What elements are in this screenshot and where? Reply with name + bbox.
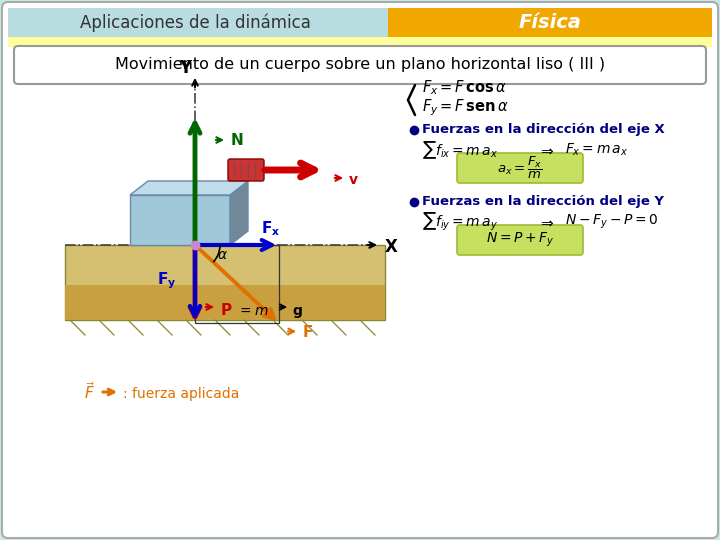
Text: $\mathbf{F_x}$: $\mathbf{F_x}$ [261, 219, 280, 238]
Polygon shape [130, 181, 248, 195]
Text: X: X [385, 238, 398, 256]
FancyBboxPatch shape [228, 159, 264, 181]
Text: : fuerza aplicada: : fuerza aplicada [123, 387, 239, 401]
Text: $= m\,$: $= m\,$ [237, 304, 269, 318]
Text: Fuerzas en la dirección del eje Y: Fuerzas en la dirección del eje Y [422, 195, 664, 208]
FancyBboxPatch shape [8, 8, 712, 37]
Text: Movimiento de un cuerpo sobre un plano horizontal liso ( III ): Movimiento de un cuerpo sobre un plano h… [115, 57, 605, 72]
Text: $\mathbf{F_y}$: $\mathbf{F_y}$ [157, 271, 176, 291]
Text: $\mathbf{F}$: $\mathbf{F}$ [302, 325, 313, 340]
FancyBboxPatch shape [65, 285, 385, 320]
Text: Fuerzas en la dirección del eje X: Fuerzas en la dirección del eje X [422, 124, 665, 137]
Text: $\vec{F}$: $\vec{F}$ [84, 382, 95, 402]
FancyBboxPatch shape [457, 153, 583, 183]
Text: $N = P + F_y$: $N = P + F_y$ [486, 231, 554, 249]
Text: $F_y = F\,\mathbf{sen}\,\alpha$: $F_y = F\,\mathbf{sen}\,\alpha$ [422, 98, 508, 118]
Text: $F_x = F\,\mathbf{cos}\,\alpha$: $F_x = F\,\mathbf{cos}\,\alpha$ [422, 79, 507, 97]
FancyBboxPatch shape [388, 8, 712, 37]
Text: Aplicaciones de la dinámica: Aplicaciones de la dinámica [80, 14, 310, 32]
Text: $\alpha$: $\alpha$ [217, 248, 228, 262]
Text: Física: Física [518, 14, 582, 32]
Text: $a_x = \dfrac{F_x}{m}$: $a_x = \dfrac{F_x}{m}$ [497, 155, 543, 181]
Text: $\Rightarrow$: $\Rightarrow$ [538, 214, 555, 230]
Text: $N - F_y - P = 0$: $N - F_y - P = 0$ [565, 213, 659, 231]
FancyBboxPatch shape [8, 37, 712, 47]
Text: $\mathbf{v}$: $\mathbf{v}$ [348, 173, 359, 187]
Text: Y: Y [179, 59, 191, 77]
Text: $\Rightarrow$: $\Rightarrow$ [538, 143, 555, 158]
FancyBboxPatch shape [65, 245, 385, 320]
Text: $\mathbf{g}$: $\mathbf{g}$ [292, 305, 302, 320]
Text: $\sum f_{ix} = m\,a_x$: $\sum f_{ix} = m\,a_x$ [422, 139, 498, 161]
FancyBboxPatch shape [14, 46, 706, 84]
Text: $\mathbf{N}$: $\mathbf{N}$ [230, 132, 243, 148]
FancyBboxPatch shape [457, 225, 583, 255]
Text: $\sum f_{iy} = m\,a_y$: $\sum f_{iy} = m\,a_y$ [422, 211, 498, 233]
Text: $F_x = m\,a_x$: $F_x = m\,a_x$ [565, 142, 629, 158]
Bar [130, 195, 230, 245]
Text: $\mathbf{P}$: $\mathbf{P}$ [220, 302, 233, 318]
Polygon shape [230, 181, 248, 245]
